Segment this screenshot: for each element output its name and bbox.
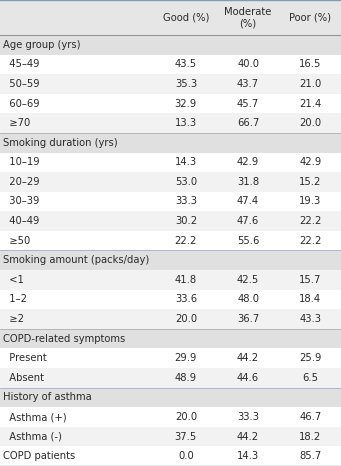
Bar: [0, 94, 341, 113]
Text: 46.7: 46.7: [299, 412, 322, 422]
Bar: [0, 35, 341, 55]
Text: 1–2: 1–2: [3, 295, 27, 304]
Text: COPD patients: COPD patients: [3, 451, 75, 461]
Text: 50–59: 50–59: [3, 79, 39, 89]
Text: 45.7: 45.7: [237, 98, 259, 109]
Text: 43.3: 43.3: [299, 314, 321, 324]
Text: 0.0: 0.0: [178, 451, 194, 461]
Text: Smoking amount (packs/day): Smoking amount (packs/day): [3, 255, 149, 265]
Text: 44.2: 44.2: [237, 353, 259, 363]
Text: 66.7: 66.7: [237, 118, 259, 128]
Text: 40–49: 40–49: [3, 216, 39, 226]
Text: 47.4: 47.4: [237, 197, 259, 206]
Text: 10–19: 10–19: [3, 158, 39, 167]
Text: 30.2: 30.2: [175, 216, 197, 226]
Bar: [0, 270, 341, 290]
Bar: [0, 427, 341, 446]
Bar: [0, 113, 341, 133]
Text: Moderate
(%): Moderate (%): [224, 7, 272, 28]
Bar: [0, 388, 341, 407]
Bar: [0, 368, 341, 388]
Text: 14.3: 14.3: [175, 158, 197, 167]
Text: 44.2: 44.2: [237, 432, 259, 442]
Bar: [0, 446, 341, 466]
Text: Age group (yrs): Age group (yrs): [3, 40, 80, 50]
Bar: [0, 290, 341, 309]
Text: Good (%): Good (%): [163, 13, 209, 22]
Text: Asthma (-): Asthma (-): [3, 432, 62, 442]
Text: 42.5: 42.5: [237, 275, 259, 285]
Text: 47.6: 47.6: [237, 216, 259, 226]
Text: 20.0: 20.0: [175, 314, 197, 324]
Text: 33.6: 33.6: [175, 295, 197, 304]
Text: Poor (%): Poor (%): [289, 13, 331, 22]
Text: 42.9: 42.9: [237, 158, 259, 167]
Bar: [0, 309, 341, 329]
Bar: [0, 211, 341, 231]
Text: Smoking duration (yrs): Smoking duration (yrs): [3, 138, 117, 148]
Text: 45–49: 45–49: [3, 59, 39, 69]
Bar: [0, 172, 341, 192]
Text: 20.0: 20.0: [299, 118, 321, 128]
Bar: [0, 329, 341, 349]
Text: ≥50: ≥50: [3, 236, 30, 246]
Text: 35.3: 35.3: [175, 79, 197, 89]
Text: 13.3: 13.3: [175, 118, 197, 128]
Text: 33.3: 33.3: [175, 197, 197, 206]
Text: 48.9: 48.9: [175, 373, 197, 383]
Text: 30–39: 30–39: [3, 197, 39, 206]
Text: 40.0: 40.0: [237, 59, 259, 69]
Text: <1: <1: [3, 275, 24, 285]
Text: 19.3: 19.3: [299, 197, 322, 206]
Text: Present: Present: [3, 353, 46, 363]
Bar: [0, 133, 341, 152]
Text: 32.9: 32.9: [175, 98, 197, 109]
Text: 33.3: 33.3: [237, 412, 259, 422]
Text: 29.9: 29.9: [175, 353, 197, 363]
Text: 21.0: 21.0: [299, 79, 322, 89]
Bar: [0, 192, 341, 211]
Bar: [0, 74, 341, 94]
Text: 14.3: 14.3: [237, 451, 259, 461]
Text: 43.7: 43.7: [237, 79, 259, 89]
Text: History of asthma: History of asthma: [3, 392, 91, 403]
Text: 22.2: 22.2: [175, 236, 197, 246]
Text: Asthma (+): Asthma (+): [3, 412, 66, 422]
Text: 15.2: 15.2: [299, 177, 322, 187]
Text: 6.5: 6.5: [302, 373, 318, 383]
Bar: [0, 250, 341, 270]
Text: 41.8: 41.8: [175, 275, 197, 285]
Text: 53.0: 53.0: [175, 177, 197, 187]
Text: 16.5: 16.5: [299, 59, 322, 69]
Text: 22.2: 22.2: [299, 216, 322, 226]
Text: 42.9: 42.9: [299, 158, 322, 167]
Text: Absent: Absent: [3, 373, 44, 383]
Text: ≥2: ≥2: [3, 314, 24, 324]
Text: 25.9: 25.9: [299, 353, 322, 363]
Text: 60–69: 60–69: [3, 98, 39, 109]
Text: 22.2: 22.2: [299, 236, 322, 246]
Text: 44.6: 44.6: [237, 373, 259, 383]
Text: ≥70: ≥70: [3, 118, 30, 128]
Text: 18.4: 18.4: [299, 295, 321, 304]
Text: 85.7: 85.7: [299, 451, 322, 461]
Bar: [0, 152, 341, 172]
Text: 37.5: 37.5: [175, 432, 197, 442]
Text: 20–29: 20–29: [3, 177, 39, 187]
Text: 55.6: 55.6: [237, 236, 259, 246]
Text: 36.7: 36.7: [237, 314, 259, 324]
Bar: [0, 407, 341, 427]
Bar: [0, 231, 341, 251]
Text: 48.0: 48.0: [237, 295, 259, 304]
Text: 15.7: 15.7: [299, 275, 322, 285]
Text: 43.5: 43.5: [175, 59, 197, 69]
Text: 31.8: 31.8: [237, 177, 259, 187]
Bar: [0, 55, 341, 74]
Bar: [0, 349, 341, 368]
Text: COPD-related symptoms: COPD-related symptoms: [3, 334, 125, 343]
Text: 18.2: 18.2: [299, 432, 322, 442]
Bar: [0, 0, 341, 35]
Text: 20.0: 20.0: [175, 412, 197, 422]
Text: 21.4: 21.4: [299, 98, 322, 109]
